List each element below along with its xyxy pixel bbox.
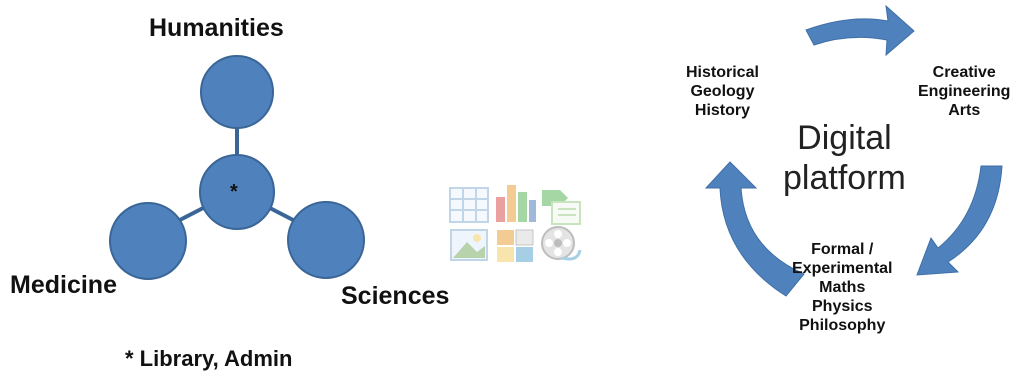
segment-line: Arts: [948, 102, 981, 119]
node-medicine: [109, 202, 187, 280]
arrow-right: [916, 165, 1003, 276]
hub-node: [199, 154, 275, 230]
label-medicine: Medicine: [10, 271, 117, 299]
connector-left: [175, 204, 208, 224]
hub-marker: *: [230, 181, 238, 203]
segment-line: Formal /: [811, 241, 874, 258]
cycle-center-title: Digital platform: [783, 118, 906, 198]
segment-line: Philosophy: [799, 317, 886, 334]
table-icon: [449, 187, 489, 223]
segment-creative: Creative Engineering Arts: [918, 63, 1010, 120]
segment-line: Engineering: [918, 83, 1011, 100]
segment-line: Creative: [932, 64, 996, 81]
node-humanities: [200, 55, 274, 129]
segment-line: Maths: [819, 279, 866, 296]
segment-historical: Historical Geology History: [686, 63, 759, 120]
segment-formal: Formal / Experimental Maths Physics Phil…: [792, 240, 892, 335]
node-sciences: [287, 201, 365, 279]
cycle-arrows: [704, 4, 1003, 297]
icon-grid: [449, 185, 582, 262]
segment-line: History: [694, 102, 751, 119]
segment-line: Historical: [686, 64, 759, 81]
bar-chart-icon: [496, 185, 536, 222]
image-grid-icon: [497, 229, 534, 262]
footnote: * Library, Admin: [125, 346, 293, 371]
label-sciences: Sciences: [341, 282, 450, 310]
segment-line: Geology: [690, 83, 755, 100]
arrow-top: [805, 4, 915, 57]
segment-line: Experimental: [792, 260, 893, 277]
cycle-center-line: platform: [783, 159, 906, 197]
film-reel-icon: [541, 226, 582, 261]
connector-right: [265, 204, 298, 224]
list-icon: [542, 190, 581, 225]
segment-line: Physics: [812, 298, 873, 315]
cycle-center-line: Digital: [797, 119, 892, 157]
picture-icon: [450, 229, 488, 261]
label-humanities: Humanities: [149, 14, 284, 42]
arrow-left: [704, 161, 805, 297]
